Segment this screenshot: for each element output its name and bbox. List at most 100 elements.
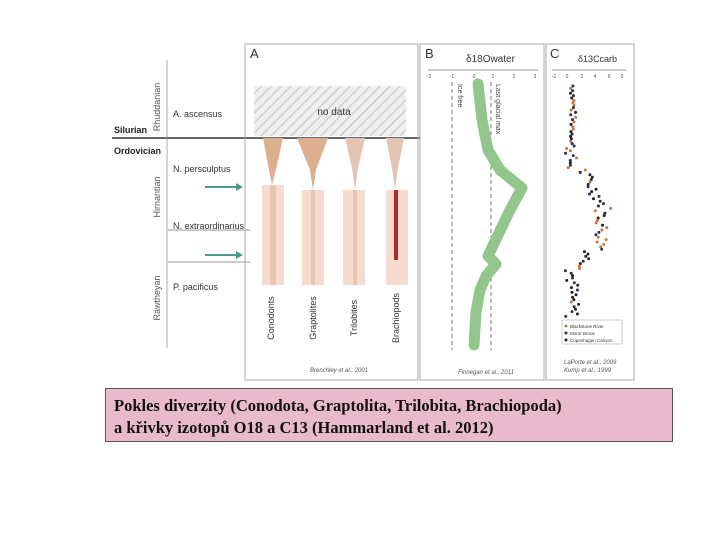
c13-point [604, 238, 608, 242]
panel-c-label: C [550, 46, 559, 61]
c13-point [569, 86, 573, 90]
panel-c-tick-5: 6 [608, 74, 611, 80]
c13-point [586, 185, 590, 189]
c13-point [600, 247, 604, 251]
c13-point [577, 302, 581, 306]
c13-point [569, 271, 573, 275]
zone-persculptus: N. persculptus [173, 164, 231, 174]
c13-point [586, 252, 590, 256]
c13-point [598, 199, 602, 203]
spindle-trilobites [343, 138, 365, 285]
panel-b-tick-1: -3 [427, 74, 432, 80]
legend-mirror: Mirror Brook [570, 331, 596, 336]
c13-point [576, 283, 580, 287]
legend-copenhagen: Copenhagen Canyon [570, 338, 613, 343]
panel-c-legend-box [561, 319, 623, 345]
glacial-max-label: Last glacial max [494, 84, 501, 135]
c13-point [569, 91, 572, 95]
extinction-arrow-2-head [236, 251, 243, 259]
c13-point [596, 216, 600, 220]
c13-point [592, 197, 595, 201]
panel-b-tick-3: 0 [473, 74, 476, 80]
ice-free-label: Ice free [456, 84, 463, 107]
c13-point [569, 130, 573, 134]
c13-point [575, 288, 579, 292]
panel-c-tick-3: 2 [581, 74, 584, 80]
c13-point [578, 170, 582, 174]
c13-point [571, 274, 575, 278]
c13-point [569, 137, 573, 141]
c13-point [569, 300, 573, 304]
panel-b-tick-4: 1 [492, 74, 495, 80]
c13-point [593, 209, 597, 213]
c13-point [589, 178, 593, 182]
c13-point [594, 233, 598, 237]
c13-point [572, 305, 576, 309]
c13-point [564, 314, 568, 318]
c13-point [597, 194, 601, 198]
c13-point [574, 293, 578, 297]
c13-point [571, 89, 575, 93]
c13-point [570, 142, 574, 146]
c13-point [569, 122, 573, 126]
c13-point [570, 310, 574, 314]
c13-point [572, 120, 576, 124]
c13-point [578, 266, 581, 270]
o18-curve [468, 78, 528, 351]
period-ordovician: Ordovician [114, 146, 161, 156]
c13-point [565, 278, 569, 282]
spindle-brachiopods [386, 138, 408, 285]
no-data-hatch [254, 86, 406, 136]
group-label-trilobites: Trilobites [349, 299, 359, 336]
c13-point [568, 161, 572, 165]
caption-line-1: Pokles diverzity (Conodota, Graptolita, … [114, 396, 562, 415]
c13-point [571, 127, 575, 131]
c13-point [569, 134, 572, 138]
c13-point [583, 168, 587, 172]
group-label-graptolites: Graptolites [308, 296, 318, 340]
c13-point [595, 218, 599, 222]
c13-point [572, 144, 576, 148]
c13-point [572, 298, 576, 302]
panel-b-frame [419, 43, 545, 381]
c13-point [570, 290, 574, 294]
c13-point [570, 132, 574, 136]
c13-point [600, 228, 604, 232]
zone-pacificus: P. pacificus [173, 282, 218, 292]
spindle-graptolites [297, 138, 328, 285]
c13-point [574, 110, 578, 114]
panel-b-tick-6: 3 [534, 74, 537, 80]
c13-point [571, 154, 575, 158]
c13-point [597, 230, 601, 234]
panel-c-tick-2: 0 [566, 74, 569, 80]
c13-point [575, 156, 578, 160]
c13-point [601, 202, 605, 206]
c13-point [571, 101, 575, 105]
legend-dot-copenhagen [564, 338, 568, 342]
c13-point [575, 312, 579, 316]
c13-point [571, 125, 575, 129]
panel-c-credit-2: Kump et al., 1999 [564, 368, 612, 374]
c13-point [588, 192, 591, 196]
c13-point [572, 94, 575, 98]
c13-point [588, 180, 592, 184]
c13-point [564, 151, 568, 155]
c13-point [584, 254, 588, 258]
c13-point [574, 307, 577, 311]
c13-point [572, 103, 576, 107]
c13-point [577, 264, 581, 268]
c13-point [570, 96, 574, 100]
c13-point [594, 221, 598, 225]
zone-extraordinarius: N. extraordinarius [173, 221, 245, 231]
panel-b-tick-5: 2 [513, 74, 516, 80]
zone-ascensus: A. ascensus [173, 109, 223, 119]
c13-point [590, 190, 594, 194]
caption-box: Pokles diverzity (Conodota, Graptolita, … [105, 388, 673, 442]
panel-c-frame [545, 43, 635, 381]
panel-b-label: B [425, 46, 434, 61]
legend-dot-mirror [564, 331, 568, 335]
period-silurian: Silurian [114, 125, 147, 135]
c13-point [566, 166, 570, 170]
panel-b-axis-title: δ18Owater [466, 54, 516, 65]
